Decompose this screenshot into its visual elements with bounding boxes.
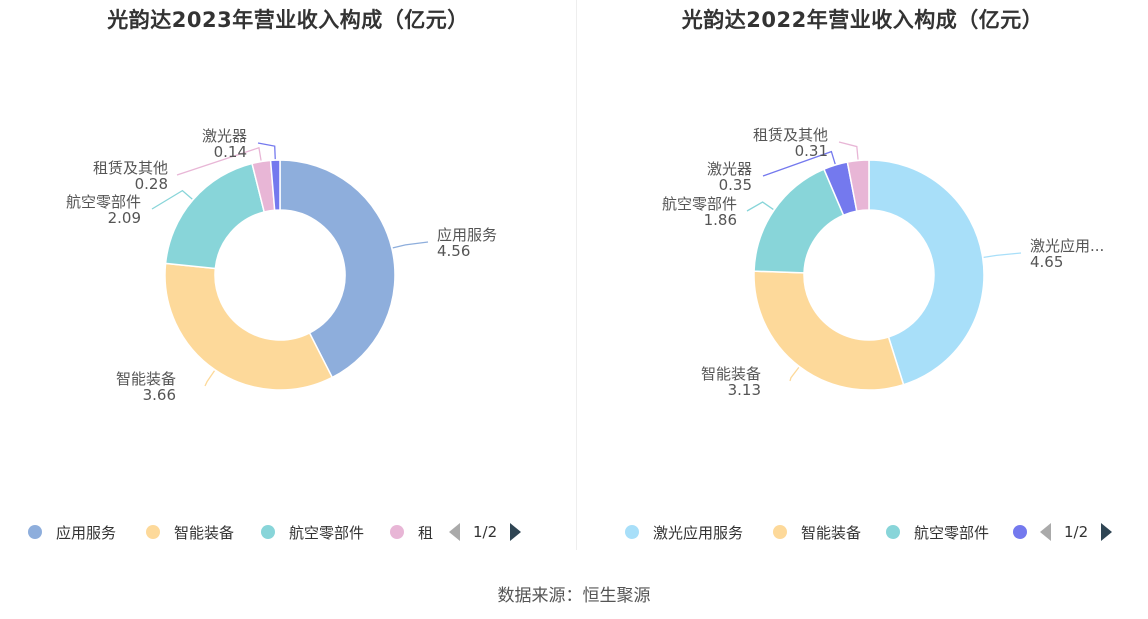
legend-color-dot [261, 525, 275, 539]
chevron-left-icon[interactable] [449, 523, 460, 541]
label-leader-line [983, 252, 1022, 259]
legend-color-dot [146, 525, 160, 539]
legend-color-dot [1013, 525, 1027, 539]
slice-value-label: 0.14 [214, 143, 247, 161]
chart-panel-2023: 光韵达2023年营业收入构成（亿元） 应用服务 4.56 智能装备 3.66 航空零部件… [0, 0, 576, 550]
legend-label: 智能装备 [174, 523, 235, 542]
label-leader-line [789, 366, 800, 382]
slice-value-label: 1.86 [704, 211, 737, 229]
slice-value-label: 2.09 [108, 209, 141, 227]
chevron-right-icon[interactable] [1101, 523, 1113, 541]
data-source: 数据来源：恒生聚源 [497, 586, 651, 606]
slice-value-label: 0.28 [135, 175, 168, 193]
pie-slice [868, 159, 985, 386]
legend-page-indicator: 1/2 [1064, 523, 1089, 541]
label-leader-line [746, 201, 774, 212]
label-leader-line [257, 142, 276, 160]
legend-color-dot [28, 525, 42, 539]
legend-page-indicator: 1/2 [473, 523, 498, 541]
chart-panel-2022: 光韵达2022年营业收入构成（亿元） 激光应用... 4.65 智能装备 3.13 航空… [577, 0, 1148, 550]
pie-slice [269, 159, 281, 212]
label-leader-line [762, 150, 836, 177]
slice-label: 航空零部件 [662, 195, 737, 213]
slice-value-label: 3.66 [143, 386, 176, 404]
legend-color-dot [773, 525, 787, 539]
pie-slice [164, 162, 266, 270]
legend-item[interactable]: 智能装备 [773, 520, 861, 544]
legend-label: 航空零部件 [914, 523, 990, 542]
label-leader-line [176, 146, 262, 176]
slice-label: 激光器 [202, 127, 247, 145]
legend-item[interactable] [1013, 520, 1041, 544]
slice-label: 租赁及其他 [93, 159, 168, 177]
legend-item[interactable]: 租 [390, 520, 433, 544]
slice-label: 应用服务 [437, 226, 497, 244]
legend-item[interactable]: 应用服务 [28, 520, 116, 544]
legend-pager: 1/2 [449, 520, 522, 544]
legend-item[interactable]: 智能装备 [146, 520, 234, 544]
divider [576, 0, 577, 550]
chart-title: 光韵达2023年营业收入构成（亿元） [107, 8, 469, 32]
pie-slice [753, 270, 905, 391]
chart-title: 光韵达2022年营业收入构成（亿元） [681, 8, 1044, 32]
slice-label: 智能装备 [701, 365, 761, 383]
legend-item[interactable]: 航空零部件 [261, 520, 364, 544]
label-leader-line [392, 241, 429, 249]
legend-label: 激光应用服务 [653, 523, 744, 542]
legend-color-dot [886, 525, 900, 539]
legend-color-dot [390, 525, 404, 539]
legend-item[interactable]: 激光应用服务 [625, 520, 743, 544]
slice-label: 激光应用... [1030, 237, 1104, 255]
slice-value-label: 4.65 [1030, 253, 1063, 271]
legend-pager: 1/2 [1040, 520, 1113, 544]
legend: 激光应用服务 智能装备 航空零部件 1/2 [577, 520, 1148, 544]
label-leader-line [838, 141, 859, 160]
slice-value-label: 0.31 [795, 142, 828, 160]
legend-color-dot [625, 525, 639, 539]
slice-label: 激光器 [707, 160, 752, 178]
legend-label: 航空零部件 [289, 523, 365, 542]
label-leader-line [151, 189, 193, 210]
slice-value-label: 0.35 [719, 176, 752, 194]
slice-value-label: 3.13 [728, 381, 761, 399]
legend-label: 智能装备 [801, 523, 862, 542]
pie-slice [164, 262, 334, 391]
chevron-right-icon[interactable] [510, 523, 522, 541]
slice-label: 租赁及其他 [753, 126, 828, 144]
legend-label: 应用服务 [56, 523, 117, 542]
legend-label: 租 [418, 523, 434, 542]
slice-label: 航空零部件 [66, 193, 141, 211]
label-leader-line [204, 370, 216, 387]
slice-label: 智能装备 [116, 370, 176, 388]
slice-value-label: 4.56 [437, 242, 470, 260]
chevron-left-icon[interactable] [1040, 523, 1051, 541]
legend: 应用服务 智能装备 航空零部件 租 1/2 [0, 520, 576, 544]
pie-slice [846, 159, 870, 213]
pie-slice [279, 159, 396, 379]
legend-item[interactable]: 航空零部件 [886, 520, 989, 544]
